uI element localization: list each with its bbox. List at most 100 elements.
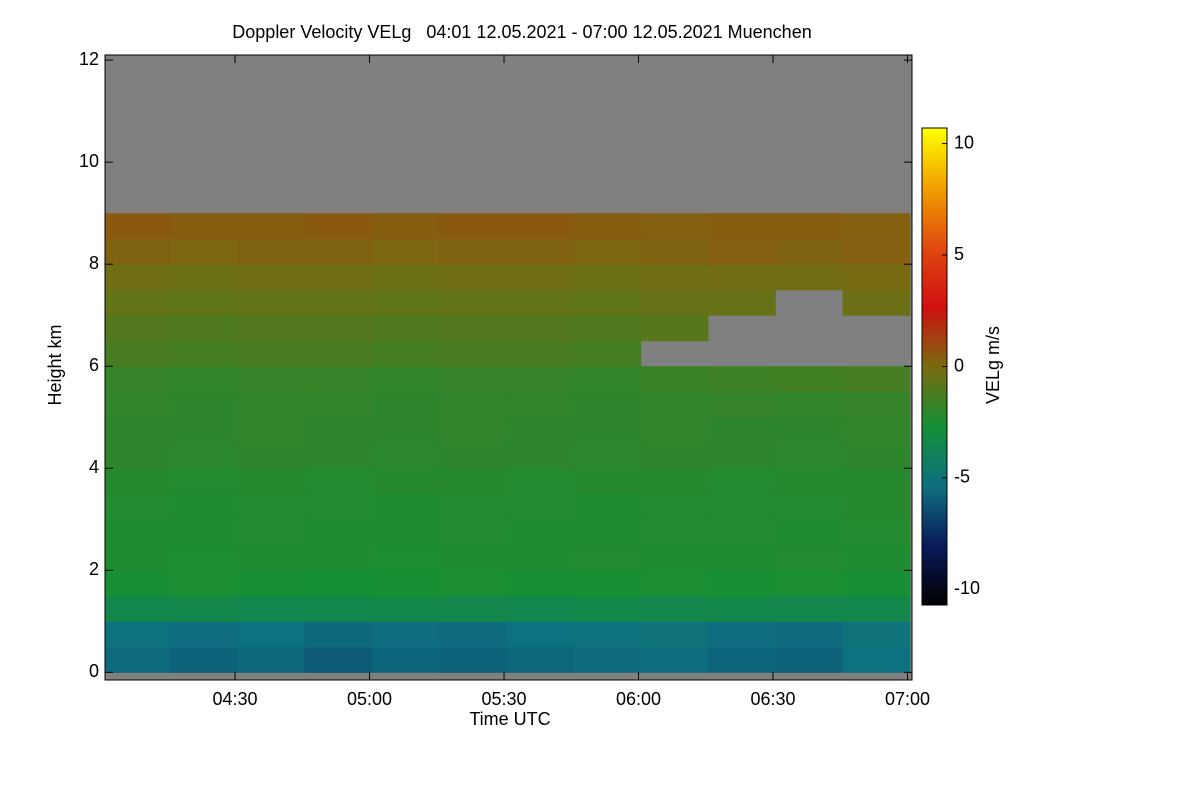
heatmap-cell	[506, 646, 575, 673]
heatmap-cell	[170, 646, 238, 673]
heatmap-cell	[439, 391, 507, 418]
heatmap-cell	[775, 238, 844, 265]
heatmap-cell	[640, 238, 709, 265]
heatmap-cell	[237, 366, 306, 393]
heatmap-cell	[371, 468, 440, 495]
heatmap-cell	[170, 417, 238, 444]
heatmap	[105, 213, 911, 673]
heatmap-cell	[708, 391, 776, 418]
heatmap-cell	[439, 595, 507, 622]
heatmap-cell	[640, 570, 709, 597]
heatmap-cell	[708, 417, 776, 444]
heatmap-cell	[573, 417, 642, 444]
heatmap-cell	[237, 570, 306, 597]
heatmap-cell	[170, 391, 238, 418]
heatmap-cell	[439, 646, 507, 673]
heatmap-cell	[640, 493, 709, 520]
heatmap-cell	[842, 289, 911, 316]
heatmap-cell	[573, 391, 642, 418]
heatmap-cell	[573, 366, 642, 393]
heatmap-cell	[170, 544, 238, 571]
heatmap-cell	[573, 315, 642, 342]
heatmap-cell	[237, 340, 306, 367]
heatmap-cell	[506, 391, 575, 418]
heatmap-cell	[506, 519, 575, 546]
heatmap-cell	[371, 264, 440, 291]
heatmap-cell	[573, 289, 642, 316]
heatmap-cell	[439, 493, 507, 520]
heatmap-cell	[105, 468, 171, 495]
y-axis-label: Height km	[45, 324, 65, 405]
heatmap-cell	[573, 442, 642, 469]
heatmap-cell	[506, 442, 575, 469]
heatmap-cell	[170, 519, 238, 546]
heatmap-cell	[640, 366, 709, 393]
heatmap-cell	[708, 366, 776, 393]
heatmap-cell	[371, 315, 440, 342]
heatmap-cell	[304, 442, 373, 469]
heatmap-cell	[640, 646, 709, 673]
heatmap-cell	[237, 519, 306, 546]
heatmap-cell	[371, 646, 440, 673]
heatmap-cell	[708, 264, 776, 291]
heatmap-cell	[573, 340, 642, 367]
heatmap-cell	[708, 442, 776, 469]
heatmap-cell	[842, 417, 911, 444]
colorbar-tick-label: -10	[954, 578, 980, 598]
heatmap-cell	[105, 315, 171, 342]
heatmap-cell	[237, 544, 306, 571]
heatmap-cell	[371, 213, 440, 240]
heatmap-cell	[304, 493, 373, 520]
heatmap-cell	[439, 570, 507, 597]
colorbar-label: VELg m/s	[983, 326, 1003, 404]
heatmap-cell	[842, 646, 911, 673]
plot-frame	[104, 54, 913, 681]
heatmap-cell	[506, 264, 575, 291]
heatmap-cell	[506, 493, 575, 520]
heatmap-cell	[775, 264, 844, 291]
heatmap-cell	[237, 442, 306, 469]
heatmap-cell	[439, 621, 507, 648]
heatmap-cell	[170, 570, 238, 597]
heatmap-cell	[573, 646, 642, 673]
heatmap-cell	[237, 213, 306, 240]
heatmap-cell	[170, 315, 238, 342]
heatmap-cell	[105, 544, 171, 571]
x-tick-label: 05:30	[481, 689, 526, 709]
heatmap-cell	[170, 468, 238, 495]
heatmap-cell	[775, 391, 844, 418]
heatmap-cell	[105, 391, 171, 418]
heatmap-cell	[237, 646, 306, 673]
heatmap-cell	[237, 238, 306, 265]
heatmap-cell	[439, 238, 507, 265]
heatmap-cell	[105, 570, 171, 597]
heatmap-cell	[640, 595, 709, 622]
heatmap-cell	[304, 570, 373, 597]
heatmap-cell	[170, 366, 238, 393]
heatmap-cell	[775, 468, 844, 495]
heatmap-cell	[371, 340, 440, 367]
heatmap-cell	[775, 595, 844, 622]
heatmap-cell	[506, 544, 575, 571]
heatmap-cell	[371, 519, 440, 546]
heatmap-cell	[304, 391, 373, 418]
heatmap-cell	[842, 391, 911, 418]
heatmap-cell	[775, 366, 844, 393]
heatmap-cell	[708, 289, 776, 316]
heatmap-cell	[640, 621, 709, 648]
heatmap-cell	[304, 213, 373, 240]
heatmap-cell	[708, 238, 776, 265]
heatmap-cell	[842, 595, 911, 622]
heatmap-cell	[105, 519, 171, 546]
heatmap-cell	[439, 468, 507, 495]
heatmap-cell	[371, 289, 440, 316]
heatmap-cell	[237, 493, 306, 520]
heatmap-cell	[506, 595, 575, 622]
heatmap-cell	[573, 544, 642, 571]
heatmap-cell	[237, 595, 306, 622]
heatmap-cell	[439, 213, 507, 240]
heatmap-cell	[237, 289, 306, 316]
heatmap-cell	[304, 468, 373, 495]
heatmap-cell	[506, 468, 575, 495]
heatmap-cell	[304, 595, 373, 622]
